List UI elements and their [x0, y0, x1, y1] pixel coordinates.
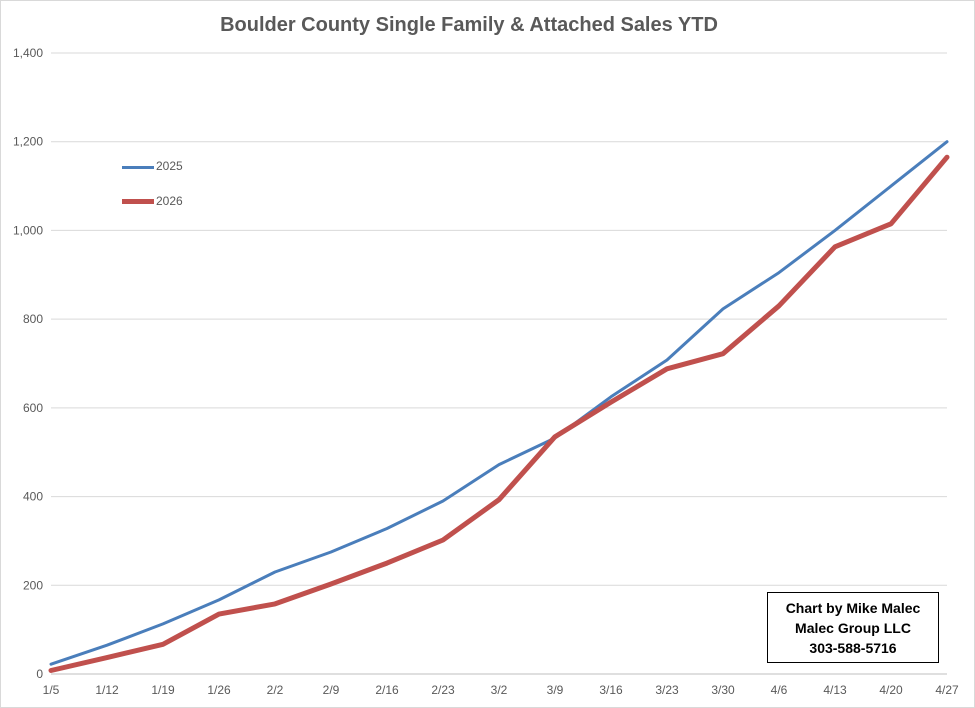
series-line-2025 — [49, 140, 949, 666]
legend-label-2025: 2025 — [156, 159, 183, 173]
x-tick-label: 3/16 — [599, 683, 623, 697]
y-tick-label: 1,000 — [13, 223, 43, 237]
x-tick-label: 4/20 — [879, 683, 903, 697]
credit-company: Malec Group LLC — [795, 620, 911, 636]
credit-author: Chart by Mike Malec — [785, 600, 921, 616]
chart-title: Boulder County Single Family & Attached … — [220, 14, 718, 36]
x-tick-label: 1/26 — [207, 683, 231, 697]
credit-phone: 303-588-5716 — [809, 640, 897, 656]
x-tick-label: 4/6 — [771, 683, 788, 697]
x-tick-label: 3/30 — [711, 683, 735, 697]
y-tick-label: 0 — [36, 667, 43, 681]
x-tick-label: 1/5 — [43, 683, 60, 697]
y-axis-tick-labels: 0 200 400 600 800 1,000 1,200 1,400 — [13, 46, 43, 681]
y-tick-label: 1,400 — [13, 46, 43, 60]
legend-swatch-2026 — [122, 199, 154, 204]
y-tick-label: 800 — [23, 312, 43, 326]
y-tick-label: 400 — [23, 490, 43, 504]
legend-swatch-2025 — [122, 166, 154, 169]
x-axis-tick-labels: 1/5 1/12 1/19 1/26 2/2 2/9 2/16 2/23 3/2 3/9 3/16 3… — [43, 683, 959, 697]
gridlines — [51, 52, 947, 675]
x-tick-label: 3/9 — [547, 683, 564, 697]
x-tick-label: 3/2 — [491, 683, 508, 697]
x-tick-label: 3/23 — [655, 683, 679, 697]
series-line-2026 — [48, 154, 950, 673]
y-tick-label: 1,200 — [13, 135, 43, 149]
y-tick-label: 200 — [23, 578, 43, 592]
legend-item-2026: 2026 — [122, 193, 242, 213]
x-tick-label: 2/2 — [267, 683, 284, 697]
credit-box: Chart by Mike Malec Malec Group LLC 303-… — [767, 592, 939, 663]
x-tick-label: 4/13 — [823, 683, 847, 697]
x-tick-label: 1/19 — [151, 683, 175, 697]
legend-item-2025: 2025 — [122, 158, 242, 178]
legend-label-2026: 2026 — [156, 194, 183, 208]
x-tick-label: 2/23 — [431, 683, 455, 697]
series-lines — [48, 140, 950, 673]
x-tick-label: 4/27 — [935, 683, 959, 697]
x-tick-label: 1/12 — [95, 683, 119, 697]
x-tick-label: 2/9 — [323, 683, 340, 697]
y-tick-label: 600 — [23, 401, 43, 415]
x-tick-label: 2/16 — [375, 683, 399, 697]
